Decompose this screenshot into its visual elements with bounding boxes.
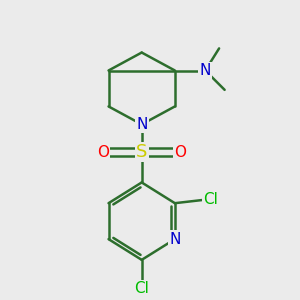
Text: O: O xyxy=(97,145,109,160)
Text: N: N xyxy=(136,117,147,132)
Text: N: N xyxy=(169,232,181,247)
Text: N: N xyxy=(200,63,211,78)
Text: Cl: Cl xyxy=(203,191,218,206)
Text: O: O xyxy=(174,145,186,160)
Text: Cl: Cl xyxy=(134,281,149,296)
Text: S: S xyxy=(136,143,147,161)
